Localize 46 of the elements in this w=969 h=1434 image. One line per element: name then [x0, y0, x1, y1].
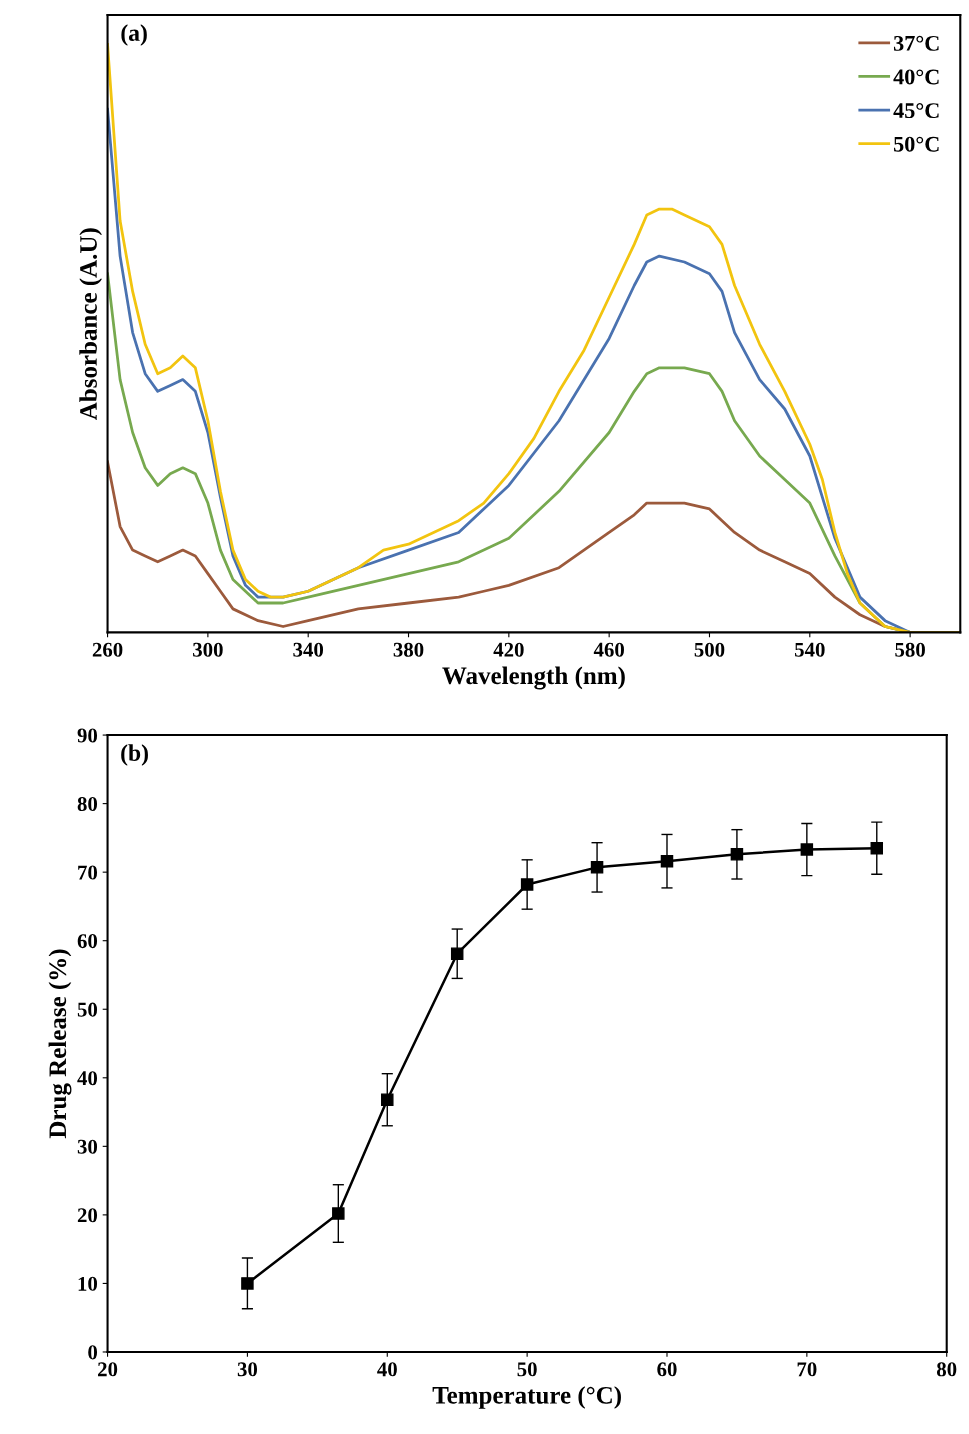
point [660, 854, 674, 868]
y-axis-title: Drug Release (%) [48, 949, 72, 1139]
x-tick-label: 50 [517, 1362, 537, 1377]
y-tick-label: 70 [78, 865, 98, 880]
y-tick-label: 40 [77, 1071, 98, 1086]
x-tick-label: 580 [895, 642, 925, 657]
y-tick-label: 50 [77, 1002, 98, 1017]
legend-label: 50°C [894, 136, 939, 152]
point [730, 848, 744, 861]
x-tick-label: 500 [694, 642, 725, 657]
x-tick-label: 70 [797, 1362, 817, 1377]
x-tick-label: 420 [493, 642, 524, 657]
point [332, 1207, 345, 1220]
y-tick-label: 0 [88, 1345, 98, 1360]
x-tick-label: 260 [92, 642, 123, 657]
y-tick-label: 30 [77, 1139, 98, 1154]
point [520, 878, 534, 891]
annotation: (b) [121, 744, 148, 766]
x-tick-label: 300 [193, 642, 223, 657]
x-tick-label: 20 [98, 1362, 118, 1377]
y-tick-label: 20 [77, 1208, 98, 1223]
x-tick-label: 40 [377, 1362, 397, 1377]
x-tick-label: 460 [593, 642, 624, 657]
x-tick-label: 380 [393, 642, 424, 657]
x-tick-label: 340 [293, 642, 324, 657]
x-tick-label: 540 [795, 642, 825, 657]
point [870, 841, 884, 855]
x-axis-title: Temperature (°C) [432, 1386, 621, 1409]
point [241, 1277, 254, 1290]
point [450, 947, 464, 960]
x-tick-label: 30 [237, 1362, 258, 1377]
x-tick-label: 80 [936, 1362, 957, 1377]
y-axis-title: Absorbance (A.U) [79, 228, 102, 420]
legend-label: 40°C [893, 69, 939, 85]
legend-label: 45°C [893, 103, 939, 119]
x-axis-title: Wavelength (nm) [442, 666, 625, 690]
point [800, 843, 814, 856]
y-tick-label: 80 [77, 796, 98, 812]
point [381, 1093, 394, 1106]
y-tick-label: 60 [77, 934, 98, 949]
annotation: (a) [121, 24, 147, 46]
point [590, 861, 604, 874]
legend-label: 37°C [893, 35, 939, 51]
y-tick-label: 10 [78, 1276, 98, 1291]
x-tick-label: 60 [657, 1362, 677, 1377]
y-tick-label: 90 [77, 728, 98, 743]
